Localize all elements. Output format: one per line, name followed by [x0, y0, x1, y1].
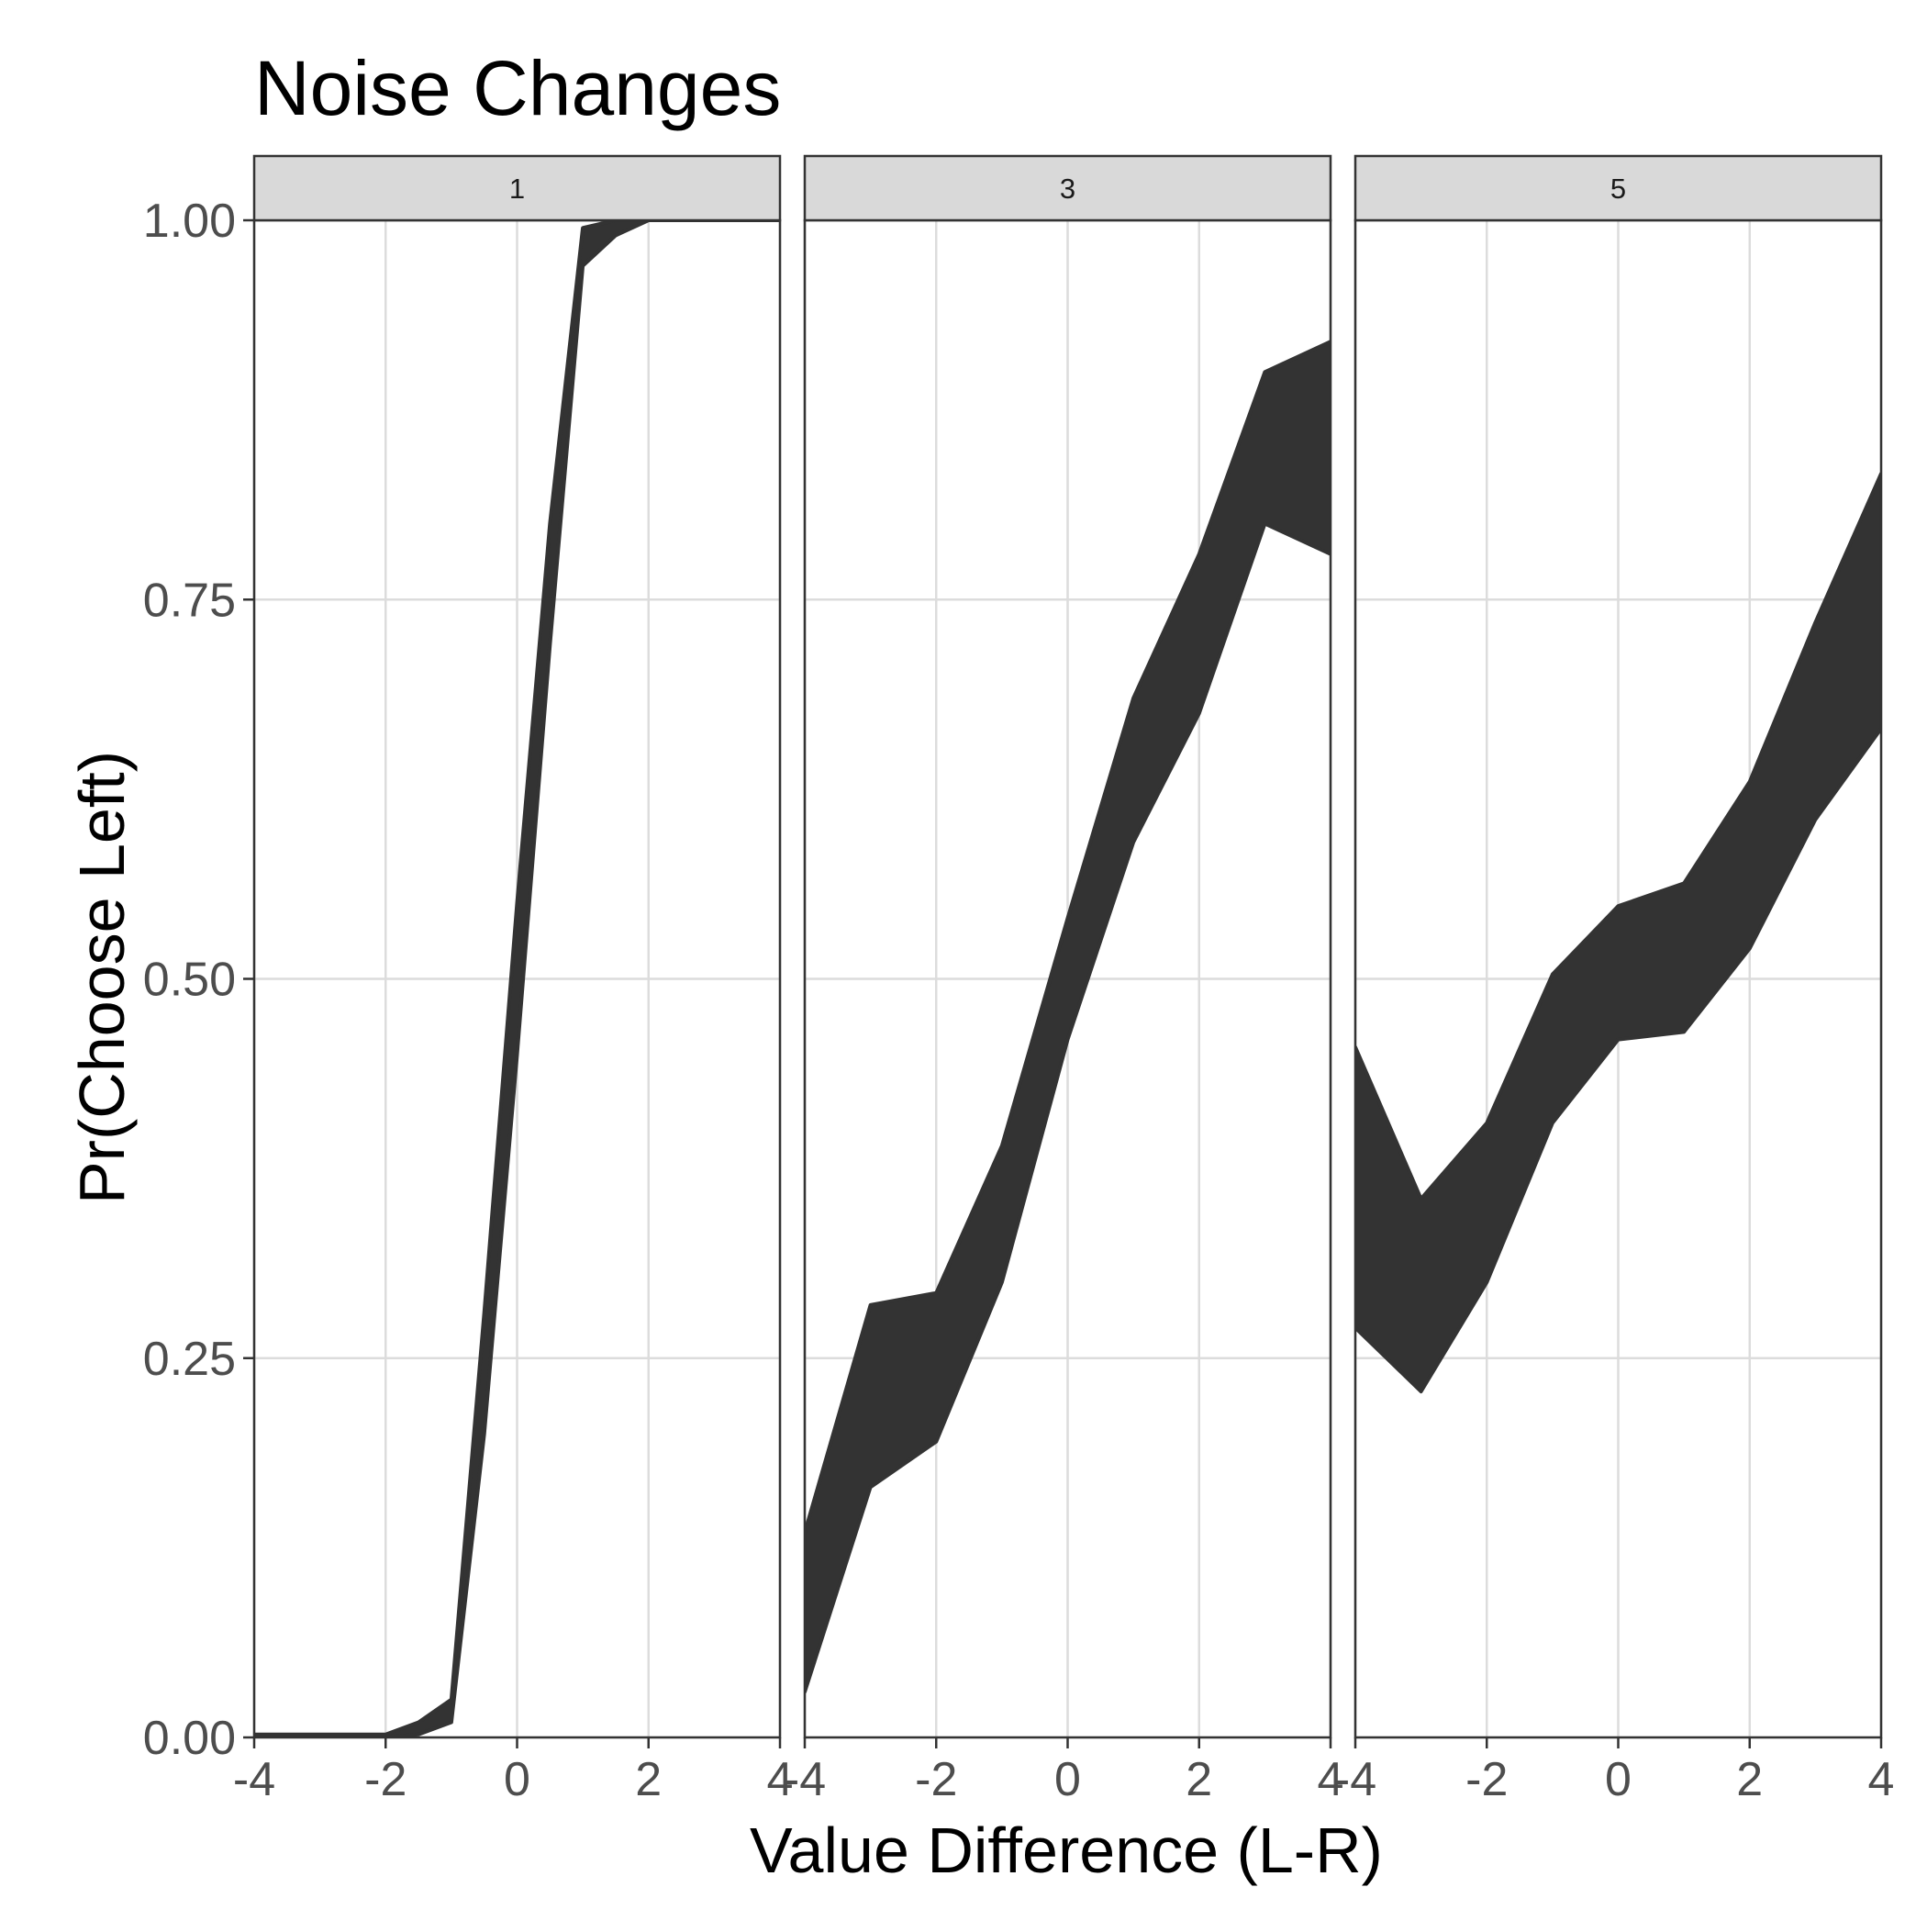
y-tick-label: 0.75 [143, 574, 236, 627]
x-tick-label: 0 [1054, 1753, 1081, 1806]
x-tick-label: 0 [504, 1753, 530, 1806]
x-tick-label: -2 [915, 1753, 957, 1806]
y-axis: 0.00 0.25 0.50 0.75 1.00 [143, 195, 254, 1765]
facet-panel-1: 1 -4 -2 0 2 4 [233, 154, 794, 1806]
x-tick-label: -2 [364, 1753, 407, 1806]
x-tick-label: -2 [1465, 1753, 1508, 1806]
ribbon-panel-1 [254, 220, 780, 1737]
x-tick-label: 2 [635, 1753, 662, 1806]
x-tick-label: 0 [1605, 1753, 1632, 1806]
strip-label: 3 [1060, 173, 1075, 205]
strip-label: 5 [1610, 173, 1626, 205]
x-tick-label: -4 [233, 1753, 275, 1806]
y-tick-label: 0.25 [143, 1333, 236, 1386]
facet-panel-3: 3 -4 -2 0 2 4 [784, 154, 1344, 1806]
chart-title: Noise Changes [254, 45, 781, 131]
strip-background [803, 154, 1332, 222]
strip-label: 1 [509, 173, 525, 205]
facet-panel-5: 5 -4 -2 0 2 4 [1334, 154, 1895, 1806]
x-tick-label: -4 [784, 1753, 826, 1806]
x-tick-label: -4 [1334, 1753, 1376, 1806]
x-tick-label: 4 [767, 1753, 794, 1806]
x-tick-label: 2 [1736, 1753, 1763, 1806]
x-tick-label: 4 [1318, 1753, 1344, 1806]
y-tick-label: 1.00 [143, 195, 236, 248]
y-axis-label: Pr(Choose Left) [66, 751, 138, 1204]
x-tick-label: 4 [1868, 1753, 1895, 1806]
ribbon-panel-3 [805, 340, 1331, 1694]
y-tick-label: 0.50 [143, 954, 236, 1007]
x-axis-label: Value Difference (L-R) [750, 1815, 1383, 1886]
strip-background [1353, 154, 1883, 222]
x-tick-label: 2 [1186, 1753, 1212, 1806]
y-tick-label: 0.00 [143, 1712, 236, 1765]
ribbon-panel-5 [1355, 472, 1881, 1394]
strip-background [252, 154, 782, 222]
panels-layer: 1 -4 -2 0 2 4 3 -4 -2 0 2 4 5 -4 -2 0 2 4 [233, 154, 1895, 1806]
